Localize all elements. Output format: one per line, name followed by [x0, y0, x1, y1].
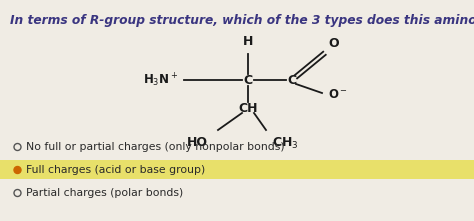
Text: Partial charges (polar bonds): Partial charges (polar bonds) [26, 188, 183, 198]
Text: H$_3$N$^+$: H$_3$N$^+$ [143, 71, 178, 89]
Circle shape [14, 166, 21, 173]
Text: Full charges (acid or base group): Full charges (acid or base group) [26, 165, 205, 175]
Text: H: H [243, 35, 253, 48]
Text: C: C [244, 74, 253, 86]
Text: HO: HO [187, 136, 208, 149]
Text: In terms of R-group structure, which of the 3 types does this amino acid belong : In terms of R-group structure, which of … [10, 14, 474, 27]
Text: O: O [328, 37, 338, 50]
Text: CH$_3$: CH$_3$ [272, 136, 299, 151]
Text: O$^-$: O$^-$ [328, 88, 348, 101]
Text: C: C [287, 74, 297, 86]
Text: CH: CH [238, 101, 258, 114]
Text: No full or partial charges (only nonpolar bonds): No full or partial charges (only nonpola… [26, 142, 284, 152]
Bar [0, 160, 474, 179]
